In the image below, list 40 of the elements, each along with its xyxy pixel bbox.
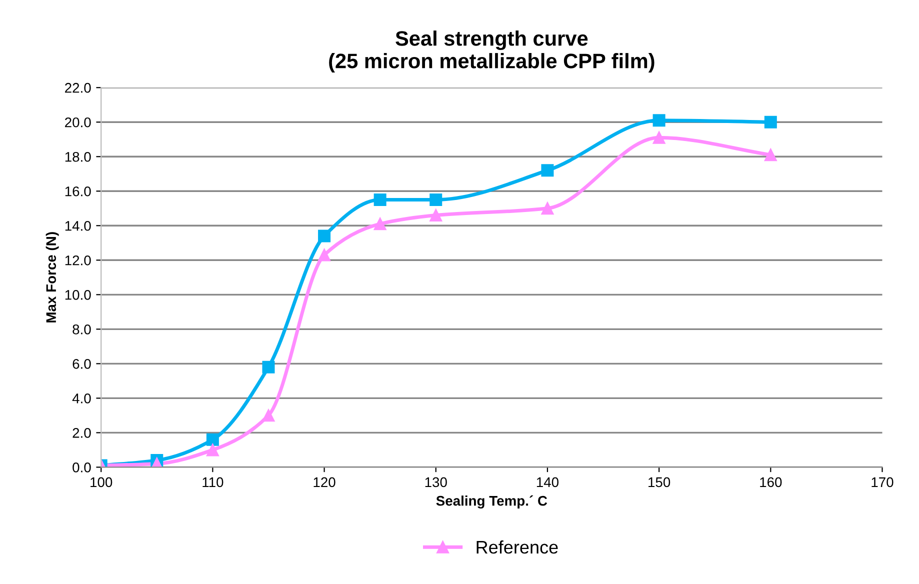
y-tick-label: 8.0 (72, 324, 91, 334)
x-tick-label: 100 (90, 477, 112, 488)
point (764, 116, 777, 128)
y-tick-label: 10.0 (65, 290, 91, 300)
point (541, 202, 554, 215)
x-axis-title: Sealing Temp.´ C (436, 495, 548, 509)
x-tick-label: 160 (760, 477, 782, 488)
y-axis-title: Max Force (N) (46, 232, 59, 322)
point (318, 248, 331, 262)
point (430, 194, 442, 206)
y-tick-label: 12.0 (65, 255, 91, 266)
point (374, 194, 386, 206)
y-tick-label: 6.0 (72, 359, 91, 369)
x-tick-label: 120 (314, 477, 336, 488)
y-tick-label: 0.0 (72, 462, 91, 472)
point (262, 409, 275, 422)
point (374, 218, 386, 230)
point (764, 148, 777, 162)
point (206, 444, 219, 456)
y-tick-label: 22.0 (65, 82, 91, 93)
y-tick-label: 2.0 (72, 428, 91, 438)
legend-label: Reference (476, 540, 558, 554)
point (318, 230, 331, 242)
x-tick-label: 150 (648, 477, 670, 488)
x-tick-label: 130 (425, 477, 447, 488)
x-tick-label: 140 (536, 477, 559, 488)
point (652, 114, 666, 127)
point (262, 360, 275, 374)
y-tick-label: 20.0 (65, 117, 91, 128)
x-tick-label: 110 (202, 477, 224, 488)
point (206, 433, 219, 446)
y-tick-label: 4.0 (72, 394, 91, 404)
y-tick-label: 18.0 (65, 152, 91, 162)
point (541, 164, 554, 177)
x-tick-label: 170 (872, 477, 894, 488)
y-tick-label: 14.0 (65, 220, 91, 231)
point (430, 209, 442, 222)
point (652, 131, 666, 144)
chart-title: Seal strength curve (25 micron metallizable CPP film) (329, 30, 654, 72)
y-tick-label: 16.0 (65, 186, 91, 196)
